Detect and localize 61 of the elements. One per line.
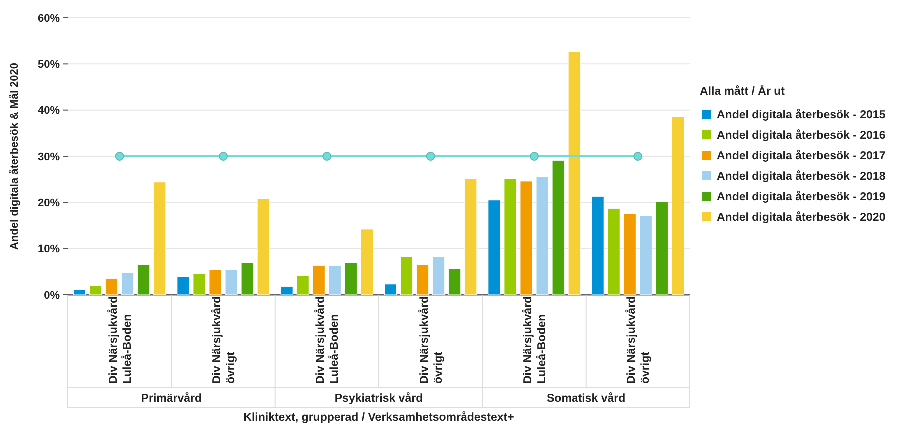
bar (432, 256, 446, 296)
bar (624, 214, 636, 296)
y-tick-label: 0% (44, 290, 60, 302)
bar (74, 290, 86, 296)
bar (154, 182, 166, 296)
legend-label: Andel digitala återbesök - 2019 (717, 190, 886, 204)
bar (416, 264, 430, 296)
bar (640, 216, 652, 296)
y-tick-label: 40% (38, 105, 60, 118)
x-tick-label: Div Närsjukvård övrigt (418, 296, 445, 384)
y-tick-label: 30% (38, 151, 60, 164)
bar (241, 262, 254, 296)
bar (209, 270, 222, 296)
bar (360, 229, 374, 296)
bar (488, 200, 501, 296)
bar (400, 256, 414, 296)
legend-title: Alla mått / År ut (700, 84, 786, 98)
legend-label: Andel digitala återbesök - 2015 (717, 108, 886, 122)
bar (448, 268, 462, 296)
legend-label: Andel digitala återbesök - 2020 (717, 211, 886, 224)
bar (344, 262, 358, 296)
bar (312, 266, 326, 296)
bar (656, 202, 668, 296)
text: Psykiatrisk vård (334, 392, 424, 405)
x-tick-label: Div Närsjukvård Luleå-Boden (106, 296, 134, 384)
bar (608, 208, 620, 296)
bar (520, 181, 533, 296)
bar (552, 160, 565, 296)
legend-label: Andel digitala återbesök - 2017 (717, 150, 886, 163)
x-tick-label: Div Närsjukvård övrigt (625, 296, 652, 384)
x-tick-label: Div Närsjukvård Luleå-Boden (314, 296, 342, 384)
bar (328, 266, 342, 296)
x-tick-label: Div Närsjukvård övrigt (210, 296, 238, 384)
bar (536, 177, 549, 296)
bar (193, 274, 206, 296)
legend-label: Andel digitala återbesök - 2016 (717, 129, 886, 142)
y-axis-title: Andel digitala återbesök & Mål 2020 (8, 62, 21, 250)
y-tick-label: 60% (38, 12, 60, 25)
bar (122, 272, 134, 296)
bar (225, 270, 238, 296)
bar (280, 286, 294, 296)
y-tick-label: 10% (38, 244, 60, 256)
x-tick-label: Div Närsjukvård Luleå-Boden (522, 296, 549, 384)
y-tick-label: 20% (38, 198, 60, 210)
bar (384, 284, 398, 296)
legend-label: Andel digitala återbesök - 2018 (717, 170, 886, 184)
bar (672, 117, 684, 296)
bar (504, 178, 517, 296)
bar (296, 276, 310, 296)
bar (138, 264, 150, 296)
bar (568, 52, 581, 296)
bar (177, 276, 190, 296)
y-tick-label: 50% (38, 59, 60, 72)
bar (592, 196, 604, 296)
bar (257, 198, 270, 296)
text: Somatisk vård (547, 392, 626, 405)
bar (464, 178, 478, 296)
x-axis-title: Kliniktext, grupperad / Verksamhetsområdestext+ (244, 411, 515, 424)
text: Primärvård (141, 392, 202, 405)
bar (90, 286, 102, 296)
bar (106, 278, 118, 296)
